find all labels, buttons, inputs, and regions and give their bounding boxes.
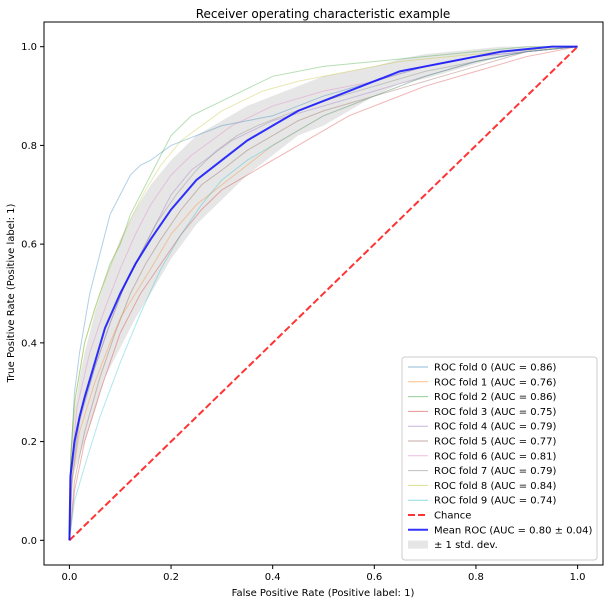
roc-fold-3-line <box>68 46 578 541</box>
x-tick-label: 0.6 <box>366 572 382 583</box>
legend-mean-label: Mean ROC (AUC = 0.80 ± 0.04) <box>434 525 592 536</box>
x-axis-ticks: 0.0 0.2 0.4 0.6 0.8 1.0 <box>61 565 586 583</box>
legend-fold-3-label: ROC fold 3 (AUC = 0.75) <box>434 407 557 418</box>
y-axis-label: True Positive Rate (Positive label: 1) <box>6 203 17 383</box>
y-tick-label: 0.6 <box>21 240 37 251</box>
std-band <box>69 46 578 541</box>
x-tick-label: 0.0 <box>61 572 77 583</box>
legend-std-band-label: ± 1 std. dev. <box>434 540 498 551</box>
x-axis-label: False Positive Rate (Positive label: 1) <box>232 588 415 599</box>
roc-fold-4-line <box>68 46 578 541</box>
y-tick-label: 0.0 <box>21 536 37 547</box>
legend-fold-2-label: ROC fold 2 (AUC = 0.86) <box>434 392 557 403</box>
y-tick-label: 0.2 <box>21 437 37 448</box>
x-tick-label: 1.0 <box>570 572 586 583</box>
x-tick-label: 0.2 <box>163 572 179 583</box>
y-tick-label: 1.0 <box>21 42 37 53</box>
x-tick-label: 0.4 <box>265 572 281 583</box>
legend-fold-5-label: ROC fold 5 (AUC = 0.77) <box>434 437 557 448</box>
roc-fold-2-line <box>68 46 578 541</box>
legend-fold-4-label: ROC fold 4 (AUC = 0.79) <box>434 422 557 433</box>
chance-line <box>68 45 579 542</box>
x-tick-label: 0.8 <box>468 572 484 583</box>
roc-fold-0-line <box>68 46 578 541</box>
plot-frame <box>43 21 604 566</box>
legend-chance-label: Chance <box>434 511 471 522</box>
legend-fold-7-label: ROC fold 7 (AUC = 0.79) <box>434 466 557 477</box>
mean-line-layer <box>68 45 578 541</box>
roc-fold-1-line <box>68 46 578 541</box>
roc-fold-5-line <box>68 46 578 541</box>
y-tick-label: 0.8 <box>21 141 37 152</box>
legend: ROC fold 0 (AUC = 0.86) ROC fold 1 (AUC =… <box>401 356 598 561</box>
y-axis-ticks: 0.0 0.2 0.4 0.6 0.8 1.0 <box>21 42 44 547</box>
mean-roc-line <box>68 45 578 541</box>
legend-fold-6-label: ROC fold 6 (AUC = 0.81) <box>434 451 557 462</box>
std-band-layer <box>69 46 578 541</box>
y-tick-label: 0.4 <box>21 338 37 349</box>
legend-fold-1-label: ROC fold 1 (AUC = 0.76) <box>434 377 557 388</box>
legend-frame <box>401 356 598 561</box>
roc-fold-7-line <box>68 46 578 541</box>
legend-fold-0-label: ROC fold 0 (AUC = 0.86) <box>434 363 557 374</box>
chart-title: Receiver operating characteristic exampl… <box>196 7 451 21</box>
roc-fold-8-line <box>68 46 578 541</box>
chance-line-layer <box>68 45 579 542</box>
legend-fold-9-label: ROC fold 9 (AUC = 0.74) <box>434 496 557 507</box>
legend-fold-8-label: ROC fold 8 (AUC = 0.84) <box>434 481 557 492</box>
roc-fold-9-line <box>68 46 578 541</box>
legend-std-band-swatch <box>408 540 428 549</box>
